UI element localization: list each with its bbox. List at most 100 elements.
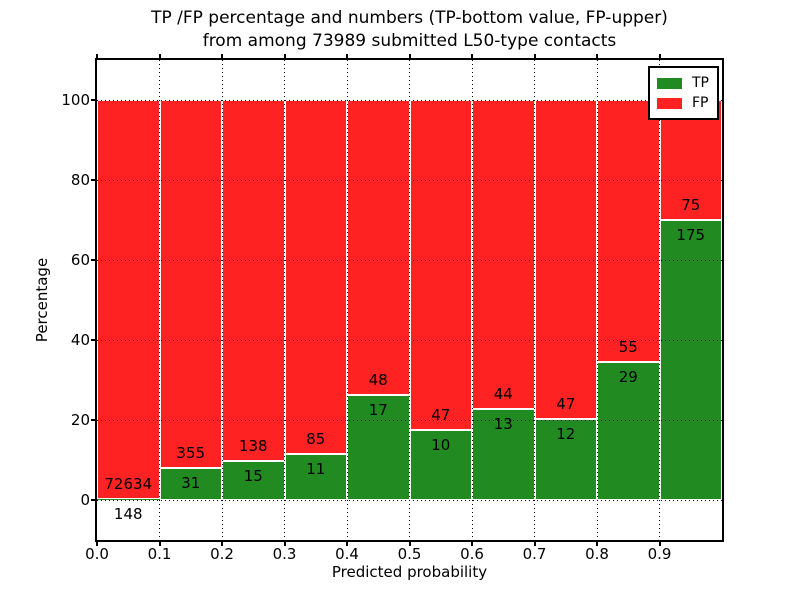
bar-count-fp: 47 (431, 405, 451, 424)
y-tick (91, 419, 95, 421)
bar-segment-fp (159, 100, 222, 468)
y-tick (91, 179, 95, 181)
x-tick (658, 542, 661, 546)
bar-count-fp: 55 (618, 337, 638, 356)
legend: TP FP (648, 66, 719, 120)
legend-label-tp: TP (692, 75, 709, 91)
bar-segment-fp (597, 100, 660, 362)
y-tick-label: 100 (61, 91, 90, 109)
x-tick (346, 542, 348, 546)
x-tick-label: 0.0 (85, 545, 109, 563)
y-tick-label: 20 (70, 411, 90, 429)
legend-entry-fp: FP (657, 93, 709, 113)
bar-count-fp: 138 (238, 436, 268, 455)
bar-segment-fp (409, 100, 472, 430)
y-tick (91, 99, 95, 101)
bar-segment-tp (222, 460, 285, 500)
gridline-x (659, 60, 660, 540)
bar-count-fp: 44 (493, 384, 513, 403)
gridline-y (97, 339, 722, 341)
x-tick-label: 0.2 (210, 545, 234, 563)
x-tick (471, 542, 473, 546)
bar-count-tp: 11 (306, 460, 326, 479)
gridline-x (284, 60, 285, 540)
x-tick (533, 542, 536, 546)
y-tick (91, 259, 95, 261)
y-tick (91, 339, 95, 341)
x-tick-label: 0.6 (460, 545, 484, 563)
x-tick-label: 0.3 (272, 545, 297, 563)
legend-label-fp: FP (692, 95, 709, 111)
gridline-y (97, 419, 722, 421)
bar-count-fp: 355 (176, 443, 206, 462)
x-tick-label: 0.7 (522, 545, 547, 563)
x-tick-top (408, 54, 411, 58)
x-tick (96, 542, 98, 546)
bar-count-tp: 31 (181, 473, 201, 492)
legend-entry-tp: TP (657, 73, 709, 93)
bar-count-fp: 75 (681, 196, 701, 214)
x-axis-label: Predicted probability (331, 563, 488, 581)
x-tick (283, 542, 286, 546)
fp-swatch-icon (657, 97, 682, 109)
x-tick (221, 542, 223, 546)
bar-count-tp: 15 (243, 466, 263, 485)
bar-segment-fp (347, 100, 410, 396)
plot-canvas: 72634 148 355 31 138 15 85 11 48 17 47 10 44 13 47 12 55… (97, 60, 722, 540)
x-tick (408, 542, 411, 546)
x-tick-label: 0.9 (647, 545, 672, 563)
bar-count-fp: 85 (306, 430, 326, 449)
x-tick-top (533, 54, 536, 58)
bar-count-fp: 72634 (104, 475, 153, 494)
plot-frame (95, 58, 724, 542)
y-tick (91, 499, 95, 501)
x-tick-top (471, 54, 473, 58)
gridline-y (97, 499, 722, 501)
bar-segment-tp (597, 361, 660, 500)
chart-title: TP /FP percentage and numbers (TP-bottom… (97, 7, 722, 53)
chart-title-line2: from among 73989 submitted L50-type cont… (202, 31, 617, 51)
bar-segment-fp (97, 100, 160, 500)
x-tick-top (96, 54, 98, 58)
bar-count-fp: 47 (556, 394, 576, 413)
bar-count-tp: 175 (676, 226, 706, 244)
chart-title-line1: TP /FP percentage and numbers (TP-bottom… (151, 8, 668, 28)
bar-segment-fp (222, 100, 285, 461)
y-tick-label: 0 (80, 491, 90, 509)
gridline-x (409, 60, 410, 540)
gridline-y (97, 259, 722, 261)
gridline-x (596, 60, 598, 540)
x-tick-label: 0.8 (585, 545, 609, 563)
bar-count-tp: 148 (113, 505, 143, 524)
bar-segment-fp (472, 100, 535, 409)
gridline-x (471, 60, 473, 540)
x-tick-label: 0.1 (147, 545, 172, 563)
bar-count-tp: 17 (368, 401, 388, 420)
y-tick-label: 40 (70, 331, 90, 349)
x-tick (596, 542, 598, 546)
x-tick-top (658, 54, 661, 58)
tp-swatch-icon (657, 77, 682, 89)
gridline-x (534, 60, 535, 540)
bar-count-tp: 12 (556, 424, 576, 443)
x-tick-top (283, 54, 286, 58)
x-tick-top (158, 54, 161, 58)
gridline-x (346, 60, 348, 540)
bar-count-tp: 13 (493, 414, 513, 433)
y-axis-label: Percentage (33, 257, 51, 343)
gridline-x (221, 60, 223, 540)
bar-segment-tp (659, 220, 722, 500)
bar-count-tp: 10 (431, 435, 451, 454)
bar-segment-fp (284, 100, 347, 455)
bar-count-fp: 48 (368, 371, 388, 390)
x-tick-top (596, 54, 598, 58)
gridline-x (159, 60, 160, 540)
y-tick-label: 80 (70, 171, 90, 189)
gridline-y (97, 99, 722, 101)
x-tick (158, 542, 161, 546)
gridline-y (97, 179, 722, 181)
x-tick-top (346, 54, 348, 58)
x-tick-label: 0.4 (335, 545, 359, 563)
x-tick-top (221, 54, 223, 58)
